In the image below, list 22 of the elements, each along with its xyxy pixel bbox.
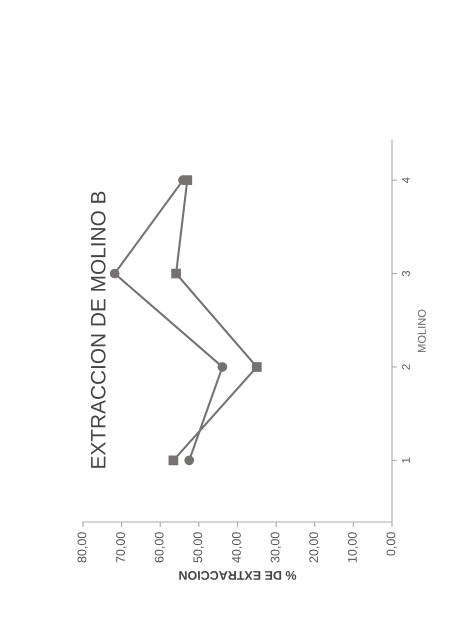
x-tick-label: 50,00 (193, 532, 204, 562)
x-axis-title: % DE EXTRACCION (179, 571, 296, 580)
point (218, 362, 228, 372)
y-tick-label: 4 (402, 177, 410, 183)
y-axis-title: MOLINO (418, 310, 426, 352)
x-tick-label: 30,00 (270, 532, 281, 563)
y-tick-label: 1 (402, 458, 410, 463)
x-tick-label: 80,00 (78, 532, 88, 562)
point (252, 362, 262, 372)
x-tick-label: 60,00 (154, 532, 166, 562)
y-tick-label: 2 (402, 364, 410, 370)
y-tick-label: 3 (402, 270, 410, 276)
point (168, 455, 178, 466)
point (184, 455, 194, 466)
x-tick-label: 70,00 (116, 532, 126, 562)
text: EXTRACCION DE MOLINO B (90, 192, 106, 468)
point (171, 268, 181, 278)
x-tick-label: 10,00 (348, 532, 358, 562)
point (110, 268, 120, 278)
x-tick-label: 40,00 (232, 532, 242, 563)
x-tick-label: 20,00 (309, 532, 320, 562)
x-tick-label: 0,00 (386, 532, 397, 556)
